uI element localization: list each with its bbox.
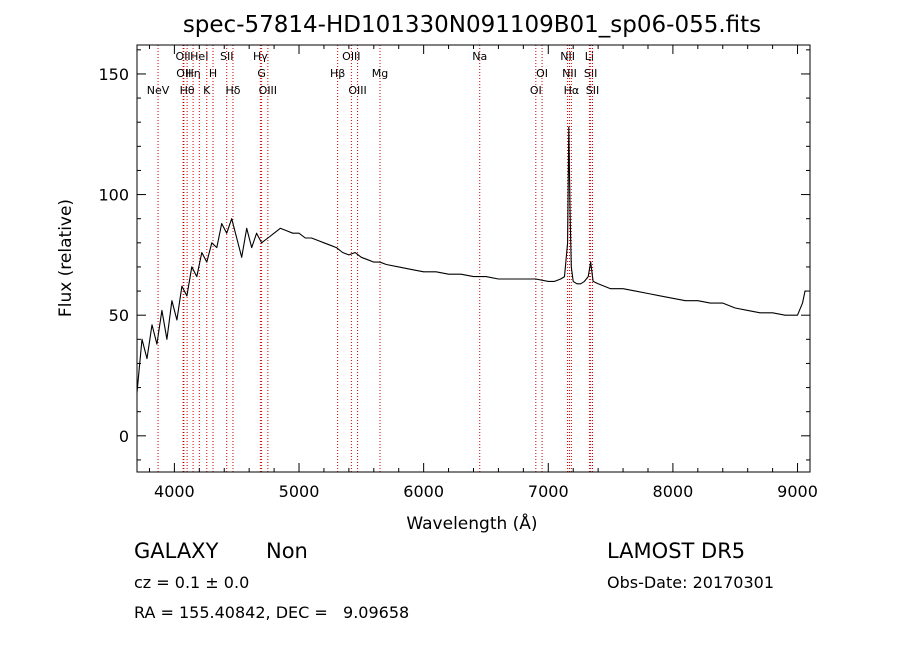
observation-date: Obs-Date: 20170301 <box>607 573 775 592</box>
spectral-line-label: NeV <box>147 84 170 97</box>
y-axis-label: Flux (relative) <box>56 199 76 317</box>
redshift-readout: cz = 0.1 ± 0.0 <box>134 573 250 592</box>
x-tick-label: 4000 <box>154 482 195 501</box>
spectral-line-label: SII <box>586 84 599 97</box>
y-tick-label: 150 <box>98 65 129 84</box>
spectral-line-label: SII <box>584 67 597 80</box>
spectral-line-label: OI <box>536 67 548 80</box>
coordinates-readout: RA = 155.40842, DEC = 9.09658 <box>134 603 410 622</box>
spectral-line-label: OIII <box>259 84 277 97</box>
object-subclass: Non <box>266 539 308 563</box>
x-axis-label: Wavelength (Å) <box>406 512 537 534</box>
chart-title: spec-57814-HD101330N091109B01_sp06-055.f… <box>183 12 761 38</box>
x-tick-label: 6000 <box>403 482 444 501</box>
spectral-line-label: NII <box>560 50 575 63</box>
spectral-line-label: Hη <box>185 67 200 80</box>
spectral-line-label: OIII <box>342 50 360 63</box>
spectral-line-label: HeI <box>190 50 208 63</box>
spectral-line-label: NII <box>562 67 577 80</box>
plot-frame <box>136 44 811 473</box>
x-tick-label: 9000 <box>777 482 818 501</box>
spectral-line-label: Hγ <box>253 50 268 63</box>
spectral-line-label: OIII <box>348 84 366 97</box>
spectral-line-label: Hθ <box>180 84 195 97</box>
spectral-line-label: Hα <box>564 84 580 97</box>
spectral-line-label: Hδ <box>225 84 240 97</box>
x-tick-label: 8000 <box>653 482 694 501</box>
spectral-line-label: G <box>257 67 266 80</box>
survey-name: LAMOST DR5 <box>607 539 746 563</box>
y-tick-label: 100 <box>98 186 129 205</box>
spectral-line-label: OII <box>176 67 191 80</box>
spectral-line-label: Mg <box>372 67 388 80</box>
y-tick-label: 50 <box>109 306 129 325</box>
x-tick-label: 5000 <box>279 482 320 501</box>
spectral-line-label: Hβ <box>330 67 345 80</box>
spectral-line-label: K <box>203 84 211 97</box>
y-tick-label: 0 <box>119 427 129 446</box>
spectral-line-label: Li <box>585 50 594 63</box>
spectral-line-label: SII <box>220 50 233 63</box>
spectral-line-label: H <box>209 67 217 80</box>
x-tick-label: 7000 <box>528 482 569 501</box>
spectral-line-label: OI <box>530 84 542 97</box>
spectral-line-label: Na <box>472 50 487 63</box>
spectral-line-label: OII <box>176 50 191 63</box>
object-class: GALAXY <box>134 539 219 563</box>
spectrum-series <box>136 126 807 393</box>
